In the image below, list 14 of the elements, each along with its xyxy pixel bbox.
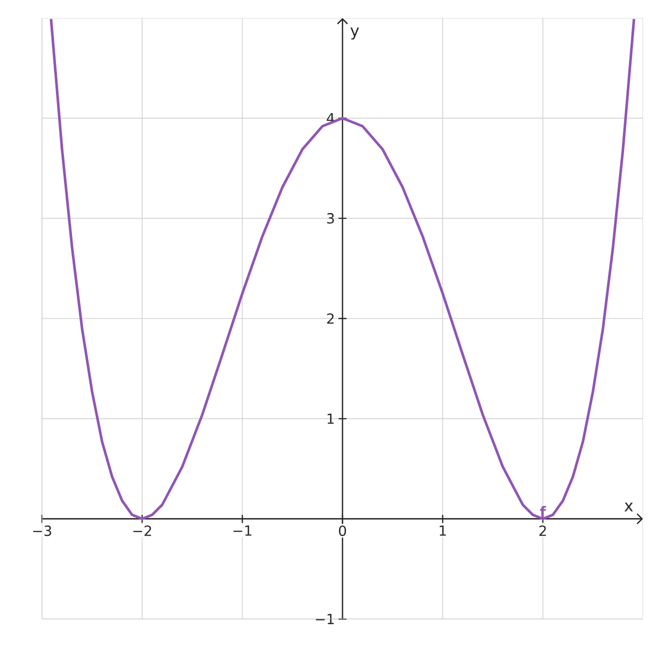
x-axis-title: x xyxy=(624,502,633,512)
x-tick-label: 0 xyxy=(338,526,346,536)
line-series xyxy=(50,18,636,520)
x-tick-label: 2 xyxy=(539,526,546,536)
x-tick-label: 1 xyxy=(440,526,446,536)
series-label: f xyxy=(540,506,546,517)
x-tick-label: −1 xyxy=(234,526,252,536)
y-tick-label: 2 xyxy=(327,313,334,324)
y-axis-title: y xyxy=(350,28,359,40)
y-tick-label: 3 xyxy=(327,213,334,224)
x-tick-label: −3 xyxy=(33,526,52,536)
y-tick-label: −1 xyxy=(316,614,334,624)
y-tick-label: 1 xyxy=(328,414,334,424)
x-tick-label: −2 xyxy=(133,526,152,536)
